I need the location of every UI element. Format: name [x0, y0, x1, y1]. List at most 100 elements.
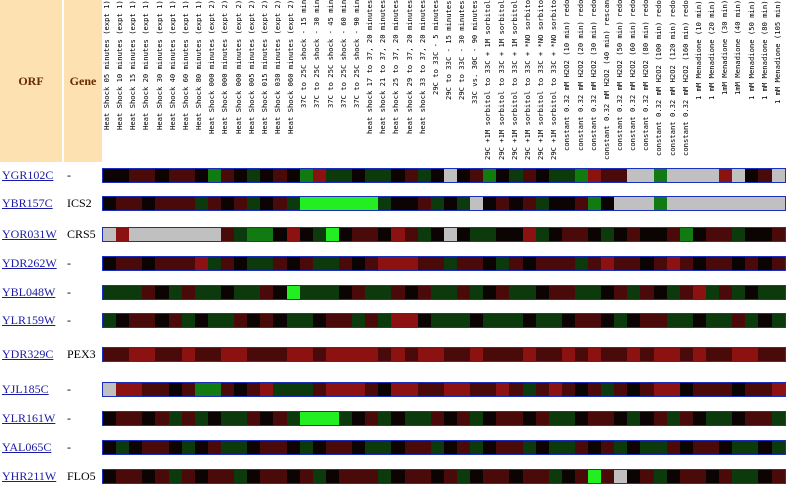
expression-heatmap-bar[interactable]	[102, 411, 786, 426]
expression-cell[interactable]	[614, 470, 628, 483]
expression-cell[interactable]	[706, 257, 720, 270]
expression-cell[interactable]	[129, 197, 143, 210]
expression-cell[interactable]	[456, 348, 471, 361]
expression-cell[interactable]	[142, 412, 156, 425]
expression-cell[interactable]	[116, 257, 130, 270]
expression-cell[interactable]	[430, 314, 444, 327]
expression-cell[interactable]	[234, 412, 248, 425]
expression-cell[interactable]	[771, 314, 785, 327]
orf-link[interactable]: YBL048W	[2, 285, 56, 299]
expression-cell[interactable]	[181, 228, 195, 241]
expression-cell[interactable]	[247, 257, 261, 270]
expression-cell[interactable]	[640, 441, 654, 454]
expression-cell[interactable]	[234, 348, 248, 361]
expression-cell[interactable]	[365, 286, 379, 299]
expression-cell[interactable]	[679, 286, 693, 299]
expression-cell[interactable]	[601, 383, 615, 396]
expression-cell[interactable]	[522, 257, 536, 270]
expression-cell[interactable]	[168, 197, 182, 210]
expression-cell[interactable]	[312, 383, 326, 396]
expression-cell[interactable]	[614, 441, 628, 454]
expression-cell[interactable]	[234, 470, 248, 483]
expression-cell[interactable]	[365, 197, 379, 210]
expression-cell[interactable]	[706, 470, 720, 483]
expression-cell[interactable]	[470, 441, 484, 454]
expression-cell[interactable]	[181, 348, 195, 361]
expression-heatmap-bar[interactable]	[102, 168, 786, 183]
expression-cell[interactable]	[352, 286, 366, 299]
expression-cell[interactable]	[338, 412, 353, 425]
expression-cell[interactable]	[430, 228, 444, 241]
expression-cell[interactable]	[234, 314, 248, 327]
expression-cell[interactable]	[574, 197, 589, 210]
expression-cell[interactable]	[378, 412, 392, 425]
expression-cell[interactable]	[443, 197, 457, 210]
expression-cell[interactable]	[299, 197, 313, 210]
expression-cell[interactable]	[299, 348, 313, 361]
expression-cell[interactable]	[129, 348, 143, 361]
expression-cell[interactable]	[430, 383, 444, 396]
expression-cell[interactable]	[522, 348, 536, 361]
expression-cell[interactable]	[627, 441, 641, 454]
expression-cell[interactable]	[417, 228, 431, 241]
expression-cell[interactable]	[168, 228, 182, 241]
expression-cell[interactable]	[352, 383, 366, 396]
expression-cell[interactable]	[522, 383, 536, 396]
expression-cell[interactable]	[640, 314, 654, 327]
expression-cell[interactable]	[470, 228, 484, 241]
expression-cell[interactable]	[181, 412, 195, 425]
expression-heatmap-bar[interactable]	[102, 285, 786, 300]
expression-cell[interactable]	[181, 441, 195, 454]
expression-cell[interactable]	[771, 383, 785, 396]
expression-cell[interactable]	[692, 441, 707, 454]
expression-cell[interactable]	[496, 470, 510, 483]
expression-cell[interactable]	[666, 286, 680, 299]
expression-cell[interactable]	[483, 169, 497, 182]
expression-cell[interactable]	[404, 197, 418, 210]
expression-cell[interactable]	[325, 383, 339, 396]
expression-cell[interactable]	[103, 470, 117, 483]
expression-cell[interactable]	[627, 412, 641, 425]
expression-cell[interactable]	[247, 412, 261, 425]
expression-cell[interactable]	[509, 228, 523, 241]
expression-cell[interactable]	[771, 257, 785, 270]
expression-cell[interactable]	[771, 441, 785, 454]
expression-cell[interactable]	[273, 383, 287, 396]
expression-cell[interactable]	[247, 441, 261, 454]
expression-cell[interactable]	[456, 286, 471, 299]
expression-cell[interactable]	[653, 314, 667, 327]
expression-cell[interactable]	[561, 197, 575, 210]
expression-cell[interactable]	[732, 286, 746, 299]
expression-cell[interactable]	[640, 470, 654, 483]
expression-cell[interactable]	[116, 314, 130, 327]
expression-cell[interactable]	[640, 412, 654, 425]
expression-cell[interactable]	[627, 383, 641, 396]
expression-cell[interactable]	[601, 169, 615, 182]
expression-cell[interactable]	[561, 441, 575, 454]
expression-cell[interactable]	[443, 441, 457, 454]
expression-cell[interactable]	[404, 348, 418, 361]
expression-cell[interactable]	[601, 412, 615, 425]
expression-cell[interactable]	[299, 314, 313, 327]
expression-cell[interactable]	[378, 169, 392, 182]
expression-cell[interactable]	[299, 441, 313, 454]
expression-cell[interactable]	[312, 314, 326, 327]
expression-cell[interactable]	[548, 169, 562, 182]
expression-heatmap-bar[interactable]	[102, 347, 786, 362]
expression-cell[interactable]	[745, 286, 759, 299]
expression-cell[interactable]	[260, 412, 274, 425]
expression-cell[interactable]	[325, 348, 339, 361]
expression-cell[interactable]	[312, 348, 326, 361]
expression-cell[interactable]	[404, 441, 418, 454]
expression-cell[interactable]	[273, 257, 287, 270]
expression-cell[interactable]	[378, 470, 392, 483]
expression-cell[interactable]	[614, 314, 628, 327]
expression-cell[interactable]	[260, 470, 274, 483]
orf-link[interactable]: YLR159W	[2, 313, 56, 327]
expression-cell[interactable]	[588, 470, 602, 483]
expression-cell[interactable]	[653, 197, 667, 210]
expression-cell[interactable]	[706, 228, 720, 241]
expression-cell[interactable]	[745, 257, 759, 270]
expression-cell[interactable]	[299, 286, 313, 299]
expression-cell[interactable]	[260, 228, 274, 241]
